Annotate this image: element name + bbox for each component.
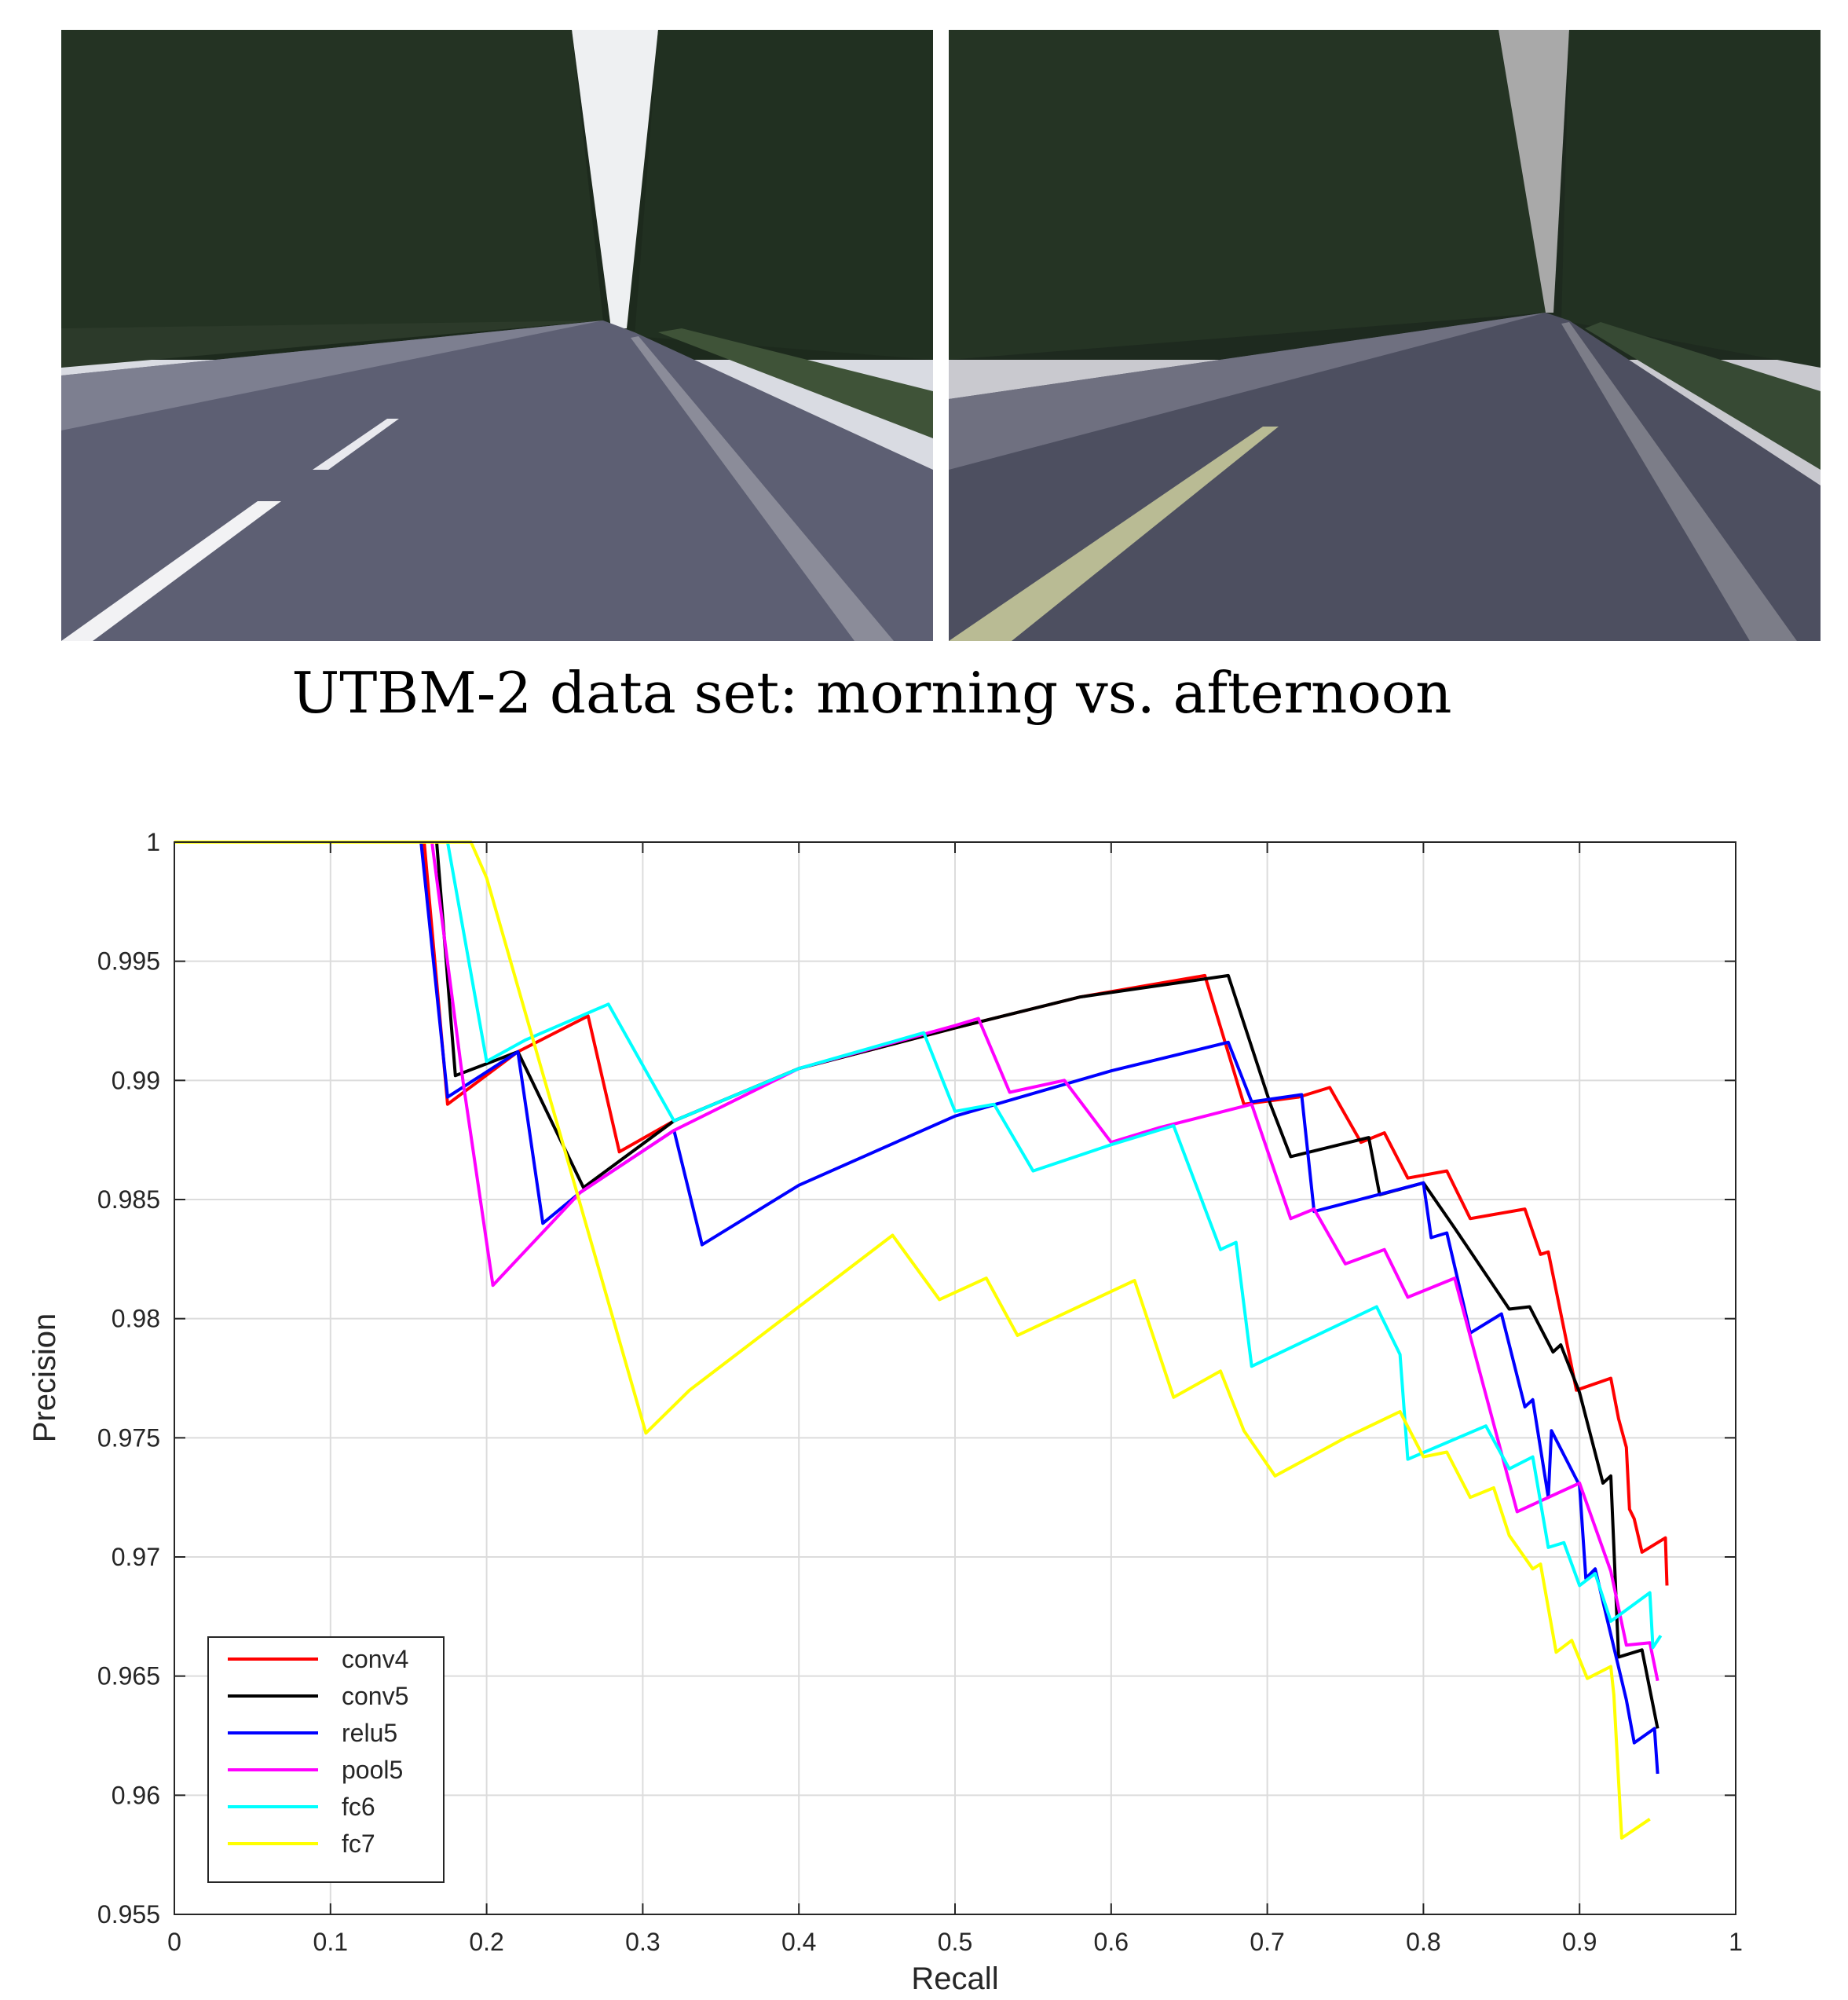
x-tick-label: 0.3: [625, 1928, 660, 1956]
legend-label-conv4: conv4: [342, 1645, 408, 1673]
photo-afternoon-road: [949, 30, 1821, 641]
x-tick-label: 0: [167, 1928, 181, 1956]
y-tick-label: 0.97: [112, 1543, 160, 1571]
legend-label-fc7: fc7: [342, 1830, 375, 1858]
y-tick-label: 0.995: [97, 947, 160, 976]
y-tick-label: 0.965: [97, 1662, 160, 1690]
series-line-fc6: [174, 841, 1663, 1650]
x-tick-label: 0.4: [781, 1928, 816, 1956]
x-tick-label: 0.7: [1250, 1928, 1284, 1956]
x-tick-label: 0.5: [938, 1928, 972, 1956]
photo-morning-road: [61, 30, 933, 641]
y-axis-label: Precision: [27, 1313, 62, 1443]
x-tick-label: 1: [1729, 1928, 1743, 1956]
legend-label-conv5: conv5: [342, 1682, 408, 1710]
x-tick-label: 0.6: [1094, 1928, 1129, 1956]
legend-box: [207, 1636, 445, 1883]
y-tick-label: 0.98: [112, 1305, 160, 1333]
legend: conv4 conv5 relu5 pool5 fc6 fc7: [207, 1636, 445, 1883]
series-line-pool5: [174, 841, 1660, 1682]
legend-label-relu5: relu5: [342, 1719, 397, 1747]
y-tick-label: 0.96: [112, 1781, 160, 1809]
x-tick-label: 0.8: [1406, 1928, 1440, 1956]
legend-label-pool5: pool5: [342, 1756, 403, 1784]
precision-recall-chart: 0 0.1 0.2 0.3 0.4 0.5 0.6 0.7 0.8 0.9 1 0.955 0.96 0.…: [27, 828, 1743, 1995]
x-axis-label: Recall: [911, 1962, 998, 1995]
series-lines: [174, 841, 1669, 1840]
y-tick-label: 0.975: [97, 1423, 160, 1452]
series-line-conv5: [174, 841, 1660, 1729]
y-tick-label: 0.99: [112, 1066, 160, 1094]
y-tick-label: 0.955: [97, 1900, 160, 1929]
x-tick-label: 0.9: [1562, 1928, 1597, 1956]
series-line-conv4: [174, 841, 1669, 1586]
series-line-fc7: [174, 841, 1651, 1840]
y-tick-label: 0.985: [97, 1185, 160, 1214]
figure-caption: UTBM-2 data set: morning vs. afternoon: [291, 660, 1452, 726]
y-tick-label: 1: [146, 828, 160, 856]
x-tick-label: 0.1: [313, 1928, 348, 1956]
axis-ticks: 0 0.1 0.2 0.3 0.4 0.5 0.6 0.7 0.8 0.9 1 0.955 0.96 0.…: [97, 828, 1743, 1956]
x-tick-label: 0.2: [469, 1928, 503, 1956]
legend-label-fc6: fc6: [342, 1793, 375, 1821]
